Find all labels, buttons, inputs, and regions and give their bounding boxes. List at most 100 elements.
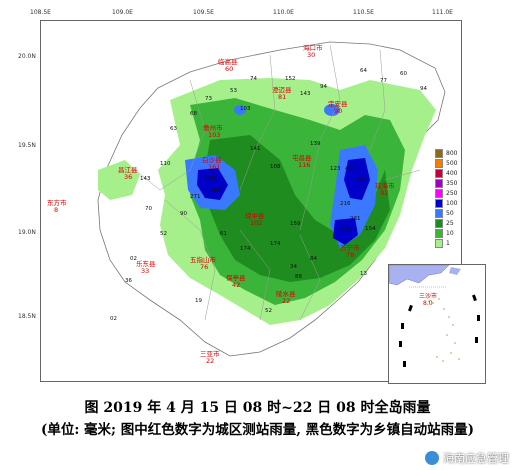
svg-text:154: 154 (365, 226, 376, 232)
legend-swatch (435, 198, 443, 208)
station-values: 74 53 73 152 143 94 64 77 60 94 103 68 6… (110, 68, 427, 322)
svg-text:416: 416 (205, 176, 216, 182)
svg-text:68: 68 (190, 111, 197, 117)
legend-label: 500 (446, 159, 458, 167)
city-value: 30 (307, 51, 315, 59)
svg-text:402: 402 (345, 166, 356, 172)
city-name: 乐东县 (136, 259, 156, 268)
city-value: 36 (124, 173, 132, 181)
svg-text:52: 52 (265, 308, 272, 314)
legend-label: 250 (446, 189, 458, 197)
svg-text:143: 143 (140, 176, 151, 182)
legend-item: 10 (435, 228, 465, 238)
city-value: 116 (298, 161, 310, 169)
city-value: 103 (208, 131, 220, 139)
svg-text:94: 94 (420, 86, 427, 92)
svg-text:02: 02 (110, 316, 117, 322)
svg-text:216: 216 (340, 201, 351, 207)
legend-item: 350 (435, 178, 465, 188)
city-name: 万宁市 (340, 243, 360, 252)
rain-area-100mm-east-south (333, 218, 358, 245)
svg-text:103: 103 (240, 106, 251, 112)
lon-tick: 111.0E (432, 9, 453, 16)
wechat-account-icon (424, 450, 440, 466)
rain-area-50mm-north-2 (234, 105, 246, 115)
svg-text:110: 110 (160, 161, 171, 167)
city-name: 澄迈县 (272, 85, 292, 94)
lat-tick: 18.5N (18, 313, 36, 320)
lat-tick: 19.0N (18, 229, 36, 236)
legend-item: 800 (435, 148, 465, 158)
svg-text:152: 152 (285, 76, 296, 82)
rain-area-100mm-east (344, 158, 370, 200)
county-boundaries (134, 44, 421, 321)
city-name: 海口市 (303, 43, 323, 52)
city-name: 白沙县 (202, 155, 222, 164)
rain-area-50mm-north (324, 104, 340, 116)
svg-text:143: 143 (300, 91, 311, 97)
svg-text:34: 34 (290, 264, 297, 270)
legend-label: 25 (446, 219, 454, 227)
svg-text:19: 19 (195, 298, 202, 304)
lon-tick: 108.5E (30, 9, 51, 16)
lon-tick: 109.0E (112, 9, 133, 16)
svg-text:174: 174 (270, 241, 281, 247)
city-name: 琼海市 (375, 181, 395, 190)
legend-label: 400 (446, 169, 458, 177)
watermark: 海南应急管理 (424, 450, 509, 466)
svg-text:13: 13 (360, 271, 367, 277)
legend-item: 1 (435, 238, 465, 248)
city-name: 陵水县 (276, 289, 296, 298)
legend-swatch (435, 158, 443, 168)
city-value: 92 (380, 189, 388, 197)
city-value: 90 (334, 107, 342, 115)
svg-text:63: 63 (170, 126, 177, 132)
legend-label: 350 (446, 179, 458, 187)
lat-tick: 20.0N (18, 53, 36, 60)
city-name: 临高县 (218, 57, 238, 66)
city-value: 81 (278, 93, 286, 101)
city-name: 东方市 (47, 198, 67, 207)
svg-text:73: 73 (205, 96, 212, 102)
svg-text:231: 231 (350, 216, 361, 222)
city-value: 60 (225, 65, 233, 73)
legend-swatch (435, 168, 443, 178)
figure-caption-note: (单位: 毫米; 图中红色数字为城区测站雨量, 黑色数字为乡镇自动站雨量) (40, 422, 475, 438)
lon-tick: 109.5E (193, 9, 214, 16)
rain-area-west (98, 160, 140, 200)
city-value: 8.0 (423, 300, 433, 307)
city-name: 五指山市 (190, 255, 217, 264)
city-value: 8 (54, 206, 58, 214)
svg-text:139: 139 (310, 141, 321, 147)
legend-label: 800 (446, 149, 458, 157)
legend-label: 1 (446, 239, 450, 247)
legend-swatch (435, 218, 443, 228)
legend-item: 25 (435, 218, 465, 228)
svg-text:141: 141 (250, 146, 261, 152)
svg-text:53: 53 (230, 88, 237, 94)
svg-text:84: 84 (310, 256, 317, 262)
svg-text:327: 327 (355, 178, 366, 184)
city-name: 保亭县 (226, 273, 246, 282)
legend-label: 10 (446, 229, 454, 237)
rain-legend: 800 500 400 350 250 100 50 25 10 1 (435, 148, 465, 248)
city-value: 161 (208, 163, 220, 171)
city-name: 昌江县 (118, 166, 138, 174)
lat-tick: 19.5N (18, 142, 36, 149)
legend-swatch (435, 148, 443, 158)
svg-text:88: 88 (295, 274, 302, 280)
svg-text:90: 90 (180, 211, 187, 217)
lon-tick: 110.5E (353, 9, 374, 16)
svg-text:271: 271 (190, 194, 201, 200)
legend-swatch (435, 208, 443, 218)
figure-caption-title: 图 2019 年 4 月 15 日 08 时~22 日 08 时全岛雨量 (84, 400, 431, 416)
svg-text:108: 108 (270, 164, 281, 170)
legend-label: 100 (446, 199, 458, 207)
city-value: 78 (346, 251, 354, 259)
watermark-text: 海南应急管理 (443, 453, 509, 465)
rain-area-100mm-west (197, 168, 228, 200)
city-name: 儋州市 (203, 123, 223, 132)
lon-tick: 110.0E (273, 9, 294, 16)
city-value: 22 (206, 357, 214, 365)
svg-text:74: 74 (250, 76, 257, 82)
